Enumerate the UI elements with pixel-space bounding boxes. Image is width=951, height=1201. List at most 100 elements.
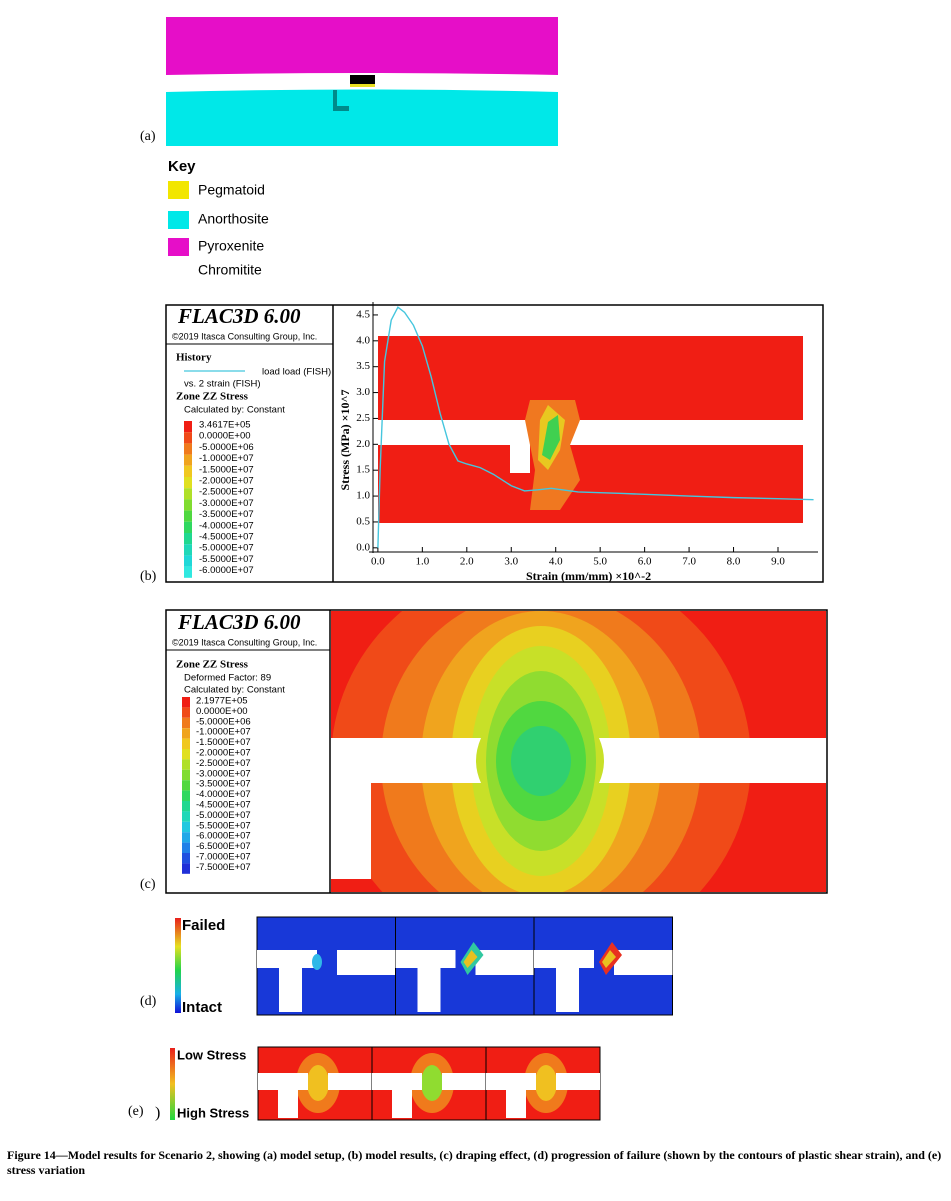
y-tick-label: 4.0 [356, 334, 370, 346]
legend-value: -2.0000E+07 [199, 476, 254, 487]
legend-value: -4.5000E+07 [196, 800, 251, 811]
y-tick-label: 2.5 [356, 412, 370, 424]
legend-swatch [182, 749, 190, 760]
y-tick-label: 1.0 [356, 490, 370, 502]
legend-value: -6.0000E+07 [199, 565, 254, 576]
legend-value: -1.5000E+07 [196, 737, 251, 748]
failure-zone [312, 954, 322, 970]
y-tick-label: 1.5 [356, 464, 370, 476]
y-tick-label: 0.5 [356, 515, 370, 527]
x-axis-label: Strain (mm/mm) ×10^-2 [526, 569, 651, 583]
legend-swatch [184, 510, 192, 522]
scale-label: Failed [182, 917, 225, 934]
key-entry: Anorthosite [198, 211, 269, 227]
x-tick-label: 2.0 [460, 556, 474, 568]
legend-swatch [184, 488, 192, 500]
x-tick-label: 4.0 [549, 556, 563, 568]
paren: ) [155, 1105, 160, 1122]
software-title: FLAC3D 6.00 [177, 304, 301, 328]
opening [257, 950, 317, 1012]
opening [486, 1073, 536, 1118]
y-tick-label: 3.5 [356, 360, 370, 372]
x-tick-label: 8.0 [727, 556, 741, 568]
legend-swatch [184, 521, 192, 533]
legend-value: -2.5000E+07 [199, 487, 254, 498]
legend-entry: vs. 2 strain (FISH) [184, 379, 261, 390]
legend-swatch [182, 780, 190, 791]
caption: Figure 14—Model results for Scenario 2, … [7, 1148, 942, 1177]
legend-swatch [182, 821, 190, 833]
panel-label: (d) [140, 994, 157, 1009]
stress-zone [535, 1065, 557, 1101]
stress-variation [257, 1046, 601, 1121]
scale-label: High Stress [177, 1105, 249, 1120]
legend-heading: Zone ZZ Stress [176, 391, 249, 403]
x-tick-label: 7.0 [682, 556, 696, 568]
legend-value: -6.5000E+07 [196, 841, 251, 852]
panel-label: (a) [140, 129, 156, 144]
legend-value: -3.0000E+07 [196, 768, 251, 779]
opening [475, 950, 534, 975]
legend-swatch [182, 811, 190, 822]
legend-value: -3.5000E+07 [199, 509, 254, 520]
panel-label: (b) [140, 569, 157, 584]
x-tick-label: 6.0 [638, 556, 652, 568]
legend-value: -5.5000E+07 [196, 820, 251, 831]
legend-value: 2.1977E+05 [196, 696, 248, 707]
copyright: ©2019 Itasca Consulting Group, Inc. [172, 331, 317, 341]
opening [614, 950, 673, 975]
key-entry: Pegmatoid [198, 182, 265, 198]
key-title: Key [168, 158, 196, 175]
legend-value: -1.0000E+07 [199, 453, 254, 464]
legend-swatch [184, 544, 192, 556]
stress-zone [421, 1065, 443, 1101]
legend-swatch [182, 738, 190, 749]
legend-swatch [182, 769, 190, 781]
failure-progression [256, 916, 673, 1016]
legend-text: Calculated by: Constant [184, 685, 285, 696]
legend-value: -5.0000E+07 [196, 810, 251, 821]
legend-value: -3.5000E+07 [196, 779, 251, 790]
x-tick-label: 0.0 [371, 556, 385, 568]
legend-swatch [182, 801, 190, 812]
x-tick-label: 3.0 [504, 556, 518, 568]
legend-entry: load load (FISH) [262, 367, 331, 378]
legend-heading: History [176, 352, 212, 364]
y-tick-label: 4.5 [356, 308, 370, 320]
legend-value: -7.0000E+07 [196, 852, 251, 863]
legend-value: -7.5000E+07 [196, 862, 251, 873]
legend-value: -3.0000E+07 [199, 498, 254, 509]
legend-swatch [182, 790, 190, 801]
legend-swatch [182, 863, 190, 874]
legend-swatch [182, 842, 190, 853]
stress-zone [307, 1065, 329, 1101]
legend-value: -5.0000E+06 [196, 716, 251, 727]
legend-value: -4.0000E+07 [196, 789, 251, 800]
scale-label: Intact [182, 999, 222, 1016]
key-entry: Chromitite [198, 262, 262, 278]
opening [328, 1073, 372, 1090]
failure-zone [463, 950, 478, 968]
legend-swatch [182, 707, 190, 718]
y-tick-label: 0.0 [356, 541, 370, 553]
legend-value: -4.5000E+07 [199, 532, 254, 543]
legend-value: 0.0000E+00 [196, 706, 248, 717]
copyright: ©2019 Itasca Consulting Group, Inc. [172, 637, 317, 647]
legend-swatch [182, 697, 190, 708]
legend-text: Calculated by: Constant [184, 405, 285, 416]
legend-value: -4.0000E+07 [199, 520, 254, 531]
legend-value: 0.0000E+00 [199, 431, 251, 442]
opening [258, 1073, 308, 1118]
x-tick-label: 9.0 [771, 556, 785, 568]
y-tick-label: 3.0 [356, 386, 370, 398]
contour-b [378, 336, 803, 523]
scale-label: Low Stress [177, 1047, 246, 1062]
legend-value: -5.0000E+07 [199, 543, 254, 554]
legend-swatch [182, 728, 190, 739]
panel-label: (e) [128, 1104, 144, 1119]
legend-swatch [182, 832, 190, 843]
legend-swatch [184, 477, 192, 489]
legend-value: -2.5000E+07 [196, 758, 251, 769]
x-tick-label: 5.0 [593, 556, 607, 568]
